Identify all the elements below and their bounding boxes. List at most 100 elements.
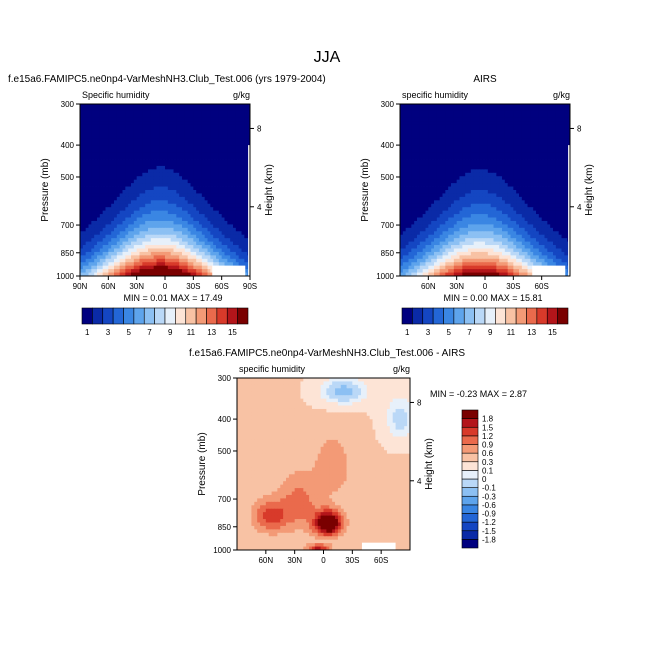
- contour-cell: [125, 241, 129, 246]
- contour-cell: [82, 162, 87, 167]
- contour-cell: [235, 165, 240, 170]
- contour-cell: [91, 227, 95, 232]
- contour-cell: [201, 193, 206, 198]
- contour-cell: [521, 138, 526, 143]
- contour-cell: [422, 200, 426, 205]
- contour-cell: [156, 176, 160, 181]
- contour-cell: [479, 134, 483, 139]
- contour-cell: [456, 121, 460, 126]
- contour-cell: [102, 110, 106, 115]
- contour-cell: [153, 224, 157, 229]
- contour-cell: [176, 141, 180, 146]
- contour-cell: [519, 155, 523, 160]
- contour-cell: [238, 128, 242, 132]
- contour-cell: [544, 114, 548, 119]
- contour-cell: [459, 190, 463, 194]
- contour-cell: [533, 145, 537, 150]
- contour-cell: [436, 193, 441, 198]
- contour-cell: [97, 169, 101, 174]
- contour-cell: [148, 183, 152, 187]
- contour-cell: [162, 124, 166, 129]
- contour-cell: [235, 162, 240, 167]
- contour-cell: [207, 255, 211, 260]
- contour-cell: [439, 210, 443, 215]
- contour-cell: [536, 207, 540, 212]
- contour-cell: [193, 272, 197, 276]
- contour-cell: [136, 145, 140, 150]
- contour-cell: [218, 155, 223, 160]
- contour-cell: [473, 176, 477, 181]
- contour-cell: [513, 152, 517, 156]
- contour-cell: [133, 110, 138, 115]
- contour-cell: [207, 245, 211, 249]
- contour-cell: [193, 234, 197, 239]
- contour-cell: [235, 210, 240, 215]
- contour-cell: [97, 258, 101, 263]
- contour-cell: [507, 104, 511, 108]
- contour-cell: [459, 169, 463, 174]
- contour-cell: [230, 217, 234, 222]
- contour-cell: [136, 207, 140, 212]
- contour-cell: [485, 104, 489, 108]
- contour-cell: [402, 203, 407, 208]
- contour-cell: [550, 145, 554, 150]
- contour-cell: [479, 179, 483, 184]
- contour-cell: [82, 262, 87, 267]
- contour-cell: [434, 145, 438, 150]
- contour-cell: [82, 152, 87, 156]
- contour-cell: [230, 152, 234, 156]
- contour-cell: [510, 124, 514, 129]
- contour-cell: [419, 152, 424, 156]
- contour-cell: [428, 141, 432, 146]
- contour-cell: [479, 110, 483, 115]
- contour-cell: [244, 124, 248, 129]
- contour-cell: [462, 134, 466, 139]
- contour-cell: [173, 131, 177, 136]
- contour-cell: [524, 210, 528, 215]
- contour-cell: [442, 190, 446, 194]
- contour-cell: [94, 169, 98, 174]
- contour-cell: [453, 176, 458, 181]
- contour-cell: [408, 190, 412, 194]
- contour-cell: [136, 190, 140, 194]
- contour-cell: [210, 248, 214, 253]
- contour-cell: [462, 176, 466, 181]
- contour-cell: [221, 207, 225, 212]
- contour-cell: [184, 138, 189, 143]
- contour-cell: [431, 110, 435, 115]
- contour-cell: [547, 134, 551, 139]
- contour-cell: [487, 141, 492, 146]
- contour-cell: [187, 210, 191, 215]
- contour-cell: [227, 203, 231, 208]
- contour-cell: [459, 107, 463, 112]
- contour-cell: [142, 203, 146, 208]
- contour-cell: [184, 214, 189, 218]
- contour-cell: [527, 200, 531, 205]
- contour-cell: [122, 220, 126, 225]
- contour-cell: [436, 114, 441, 119]
- contour-cell: [453, 110, 458, 115]
- contour-cell: [114, 193, 118, 198]
- contour-cell: [547, 190, 551, 194]
- contour-cell: [190, 203, 194, 208]
- colorbar-swatch: [216, 307, 228, 325]
- contour-cell: [193, 141, 197, 146]
- contour-cell: [561, 179, 565, 184]
- contour-cell: [241, 255, 245, 260]
- contour-cell: [507, 190, 511, 194]
- contour-cell: [527, 110, 531, 115]
- contour-cell: [419, 117, 424, 122]
- contour-cell: [97, 207, 101, 212]
- contour-cell: [119, 128, 123, 132]
- contour-cell: [507, 114, 511, 119]
- contour-cell: [227, 200, 231, 205]
- contour-cell: [507, 134, 511, 139]
- contour-cell: [125, 138, 129, 143]
- contour-cell: [536, 186, 540, 191]
- contour-cell: [564, 165, 568, 170]
- contour-cell: [133, 203, 138, 208]
- contour-cell: [88, 203, 92, 208]
- contour-cell: [445, 104, 449, 108]
- contour-cell: [156, 179, 160, 184]
- contour-cell: [182, 162, 186, 167]
